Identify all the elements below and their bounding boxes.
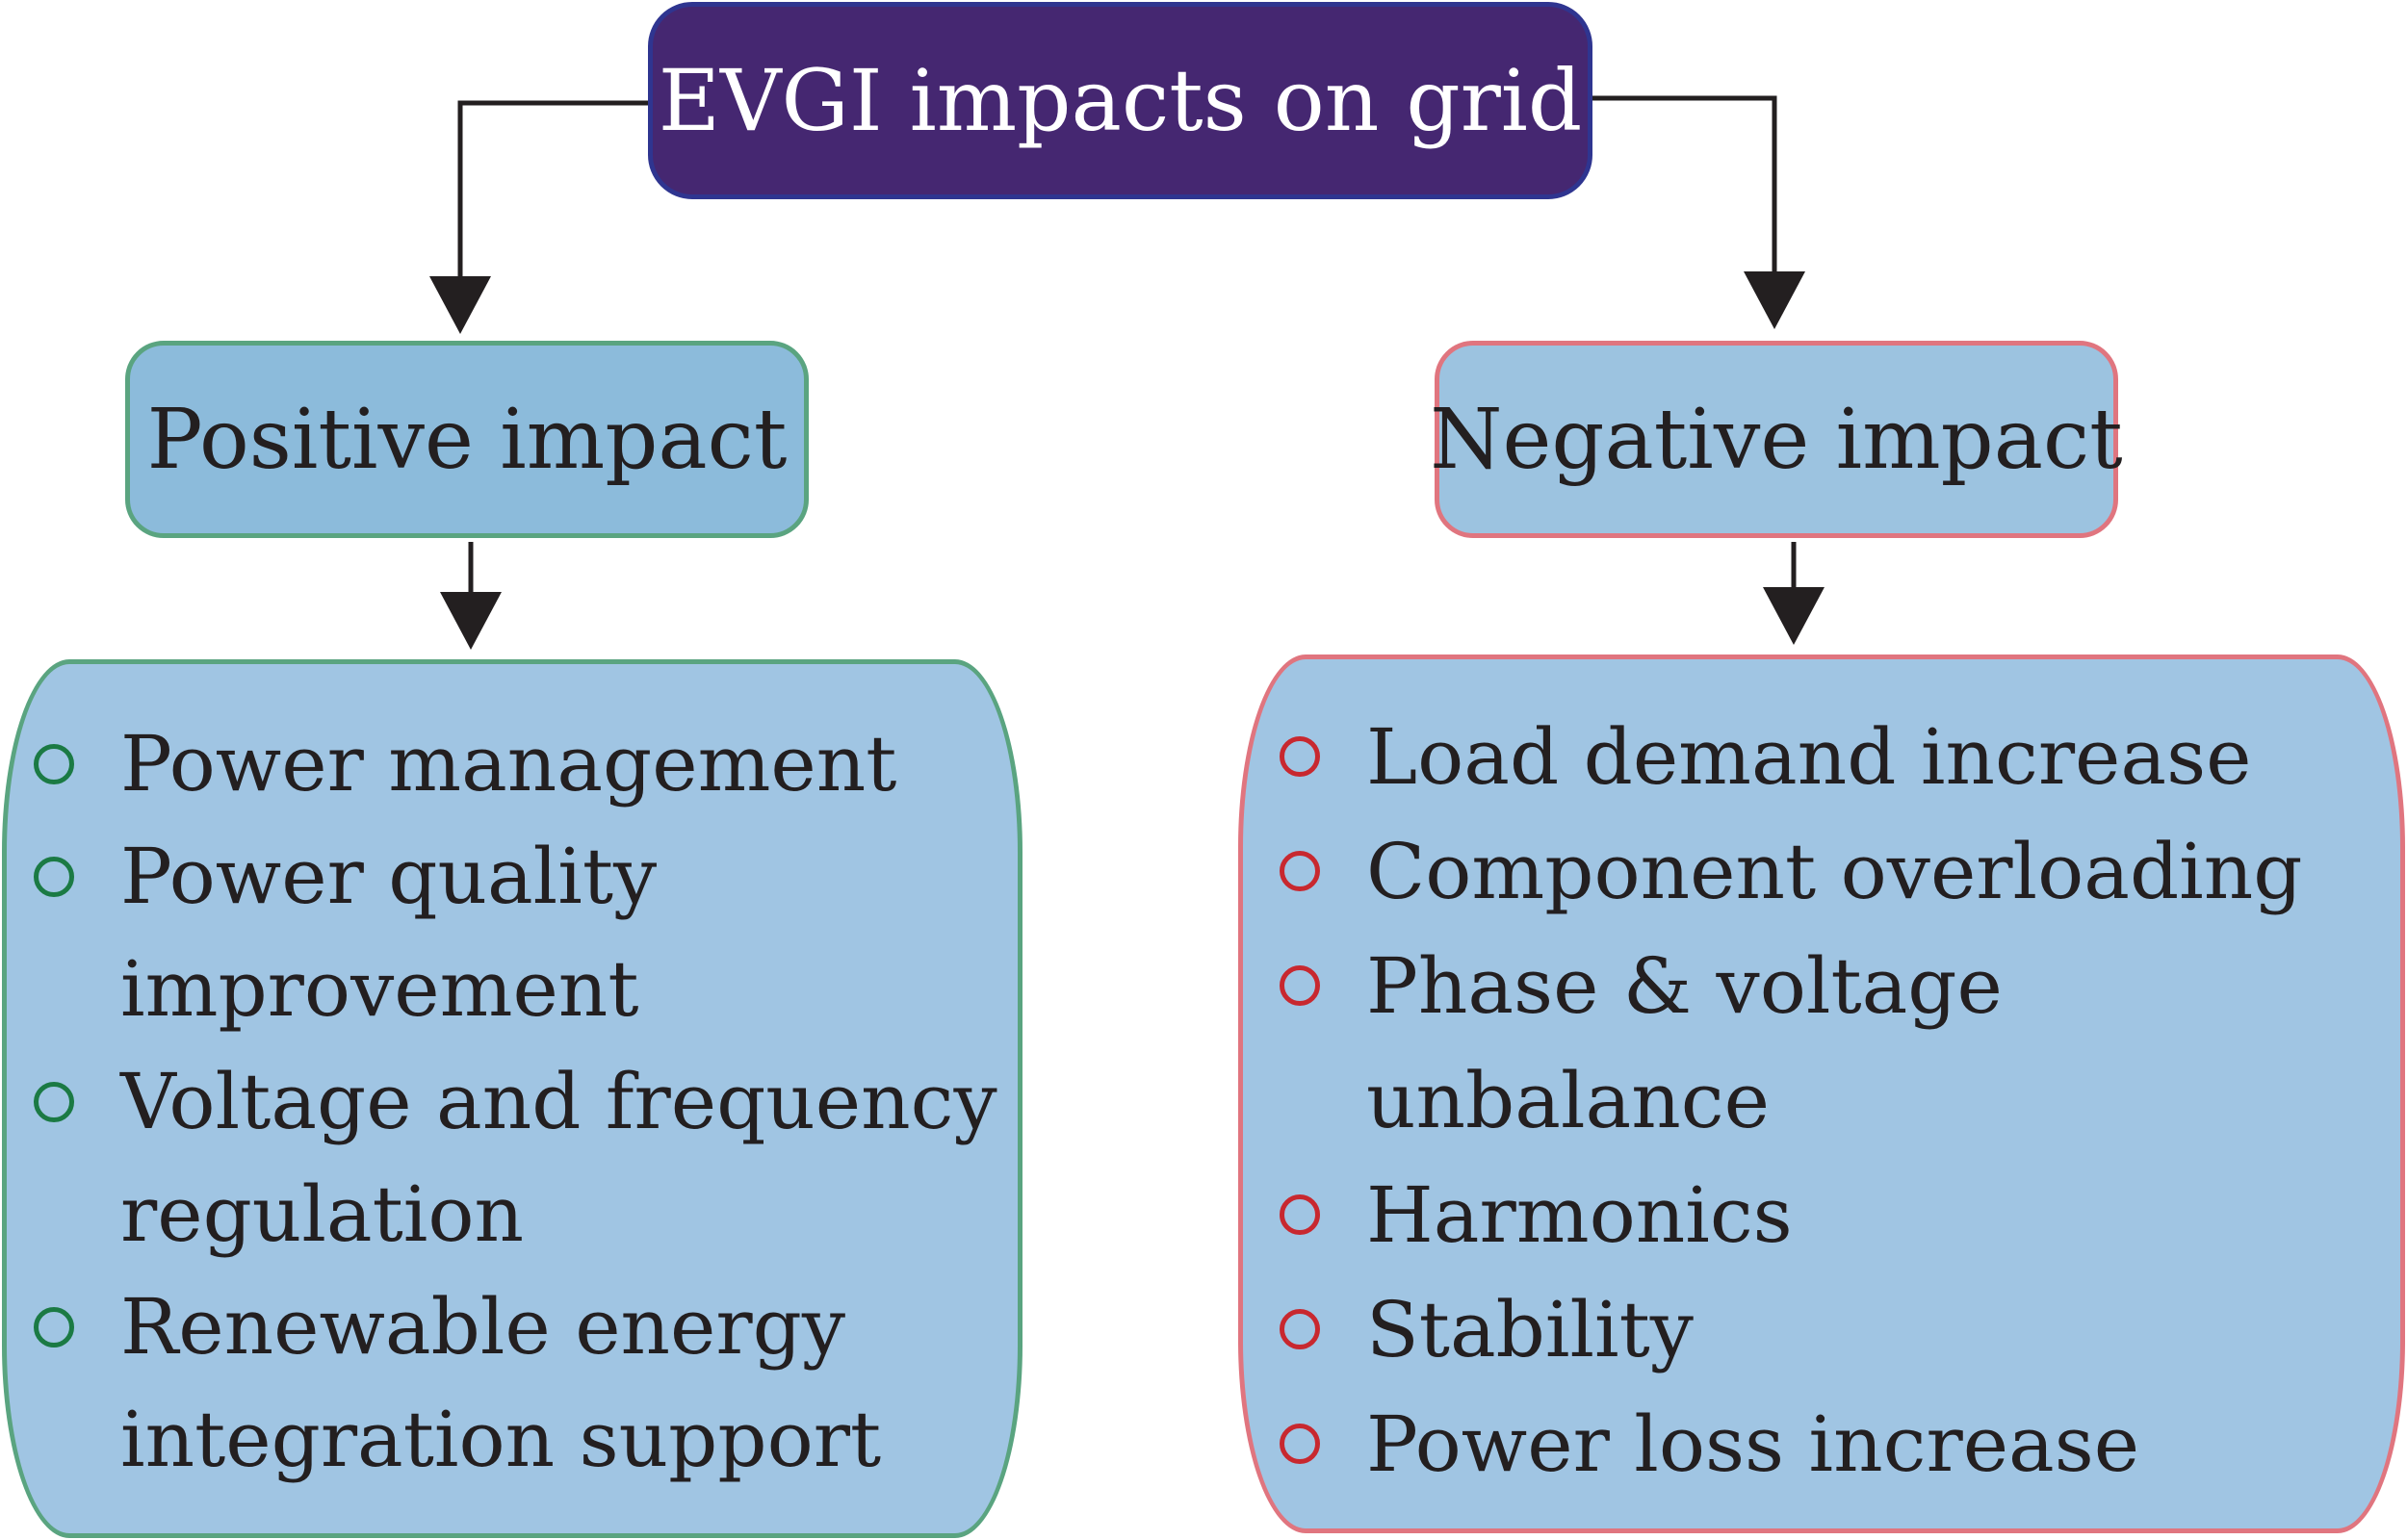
circle-bullet-icon	[1280, 1424, 1320, 1464]
circle-bullet-icon	[34, 1307, 74, 1348]
list-item-label: Load demand increase	[1366, 712, 2252, 802]
list-item-label: Renewable energy integration support	[120, 1282, 882, 1484]
circle-bullet-icon	[1280, 965, 1320, 1006]
list-item-label: Stability	[1366, 1285, 1694, 1374]
list-item: Harmonics	[1280, 1158, 2400, 1272]
arrowhead-root-to-negative	[1744, 271, 1805, 329]
circle-bullet-icon	[34, 1082, 74, 1122]
root-node-label: EVGI impacts on grid	[658, 51, 1583, 150]
negative-impact-list: Load demand increase Component overloadi…	[1238, 654, 2405, 1533]
root-node: EVGI impacts on grid	[648, 2, 1592, 199]
arrowhead-root-to-positive	[429, 276, 491, 334]
list-item: Power loss increase	[1280, 1387, 2400, 1502]
list-item-label: Power quality improvement	[120, 832, 658, 1034]
list-item-label: Phase & voltage unbalance	[1366, 941, 2003, 1145]
list-item-label: Power loss increase	[1366, 1399, 2140, 1489]
list-item: Voltage and frequency regulation	[34, 1045, 997, 1270]
circle-bullet-icon	[1280, 1194, 1320, 1235]
circle-bullet-icon	[34, 857, 74, 897]
list-item: Power quality improvement	[34, 820, 997, 1045]
circle-bullet-icon	[34, 744, 74, 784]
arrowhead-negative-to-list	[1763, 587, 1825, 645]
arrowhead-positive-to-list	[440, 592, 502, 650]
list-item: Phase & voltage unbalance	[1280, 929, 2400, 1158]
list-item: Load demand increase	[1280, 700, 2400, 814]
list-item: Power management	[34, 707, 997, 820]
list-item-label: Voltage and frequency regulation	[120, 1057, 997, 1259]
circle-bullet-icon	[1280, 1309, 1320, 1349]
list-item-label: Component overloading	[1366, 827, 2303, 916]
list-item: Component overloading	[1280, 814, 2400, 929]
circle-bullet-icon	[1280, 851, 1320, 891]
negative-impact-node: Negative impact	[1430, 341, 2123, 538]
list-item-label: Power management	[120, 719, 897, 808]
positive-impact-label: Positive impact	[146, 391, 788, 488]
connector-root-to-negative	[1592, 95, 1777, 274]
positive-impact-node: Positive impact	[125, 341, 809, 538]
list-item: Renewable energy integration support	[34, 1270, 997, 1496]
connector-root-to-positive	[457, 100, 648, 279]
circle-bullet-icon	[1280, 736, 1320, 777]
negative-impact-label: Negative impact	[1430, 391, 2123, 488]
positive-impact-list: Power management Power quality improveme…	[2, 659, 1022, 1538]
list-item: Stability	[1280, 1272, 2400, 1387]
list-item-label: Harmonics	[1366, 1170, 1793, 1260]
